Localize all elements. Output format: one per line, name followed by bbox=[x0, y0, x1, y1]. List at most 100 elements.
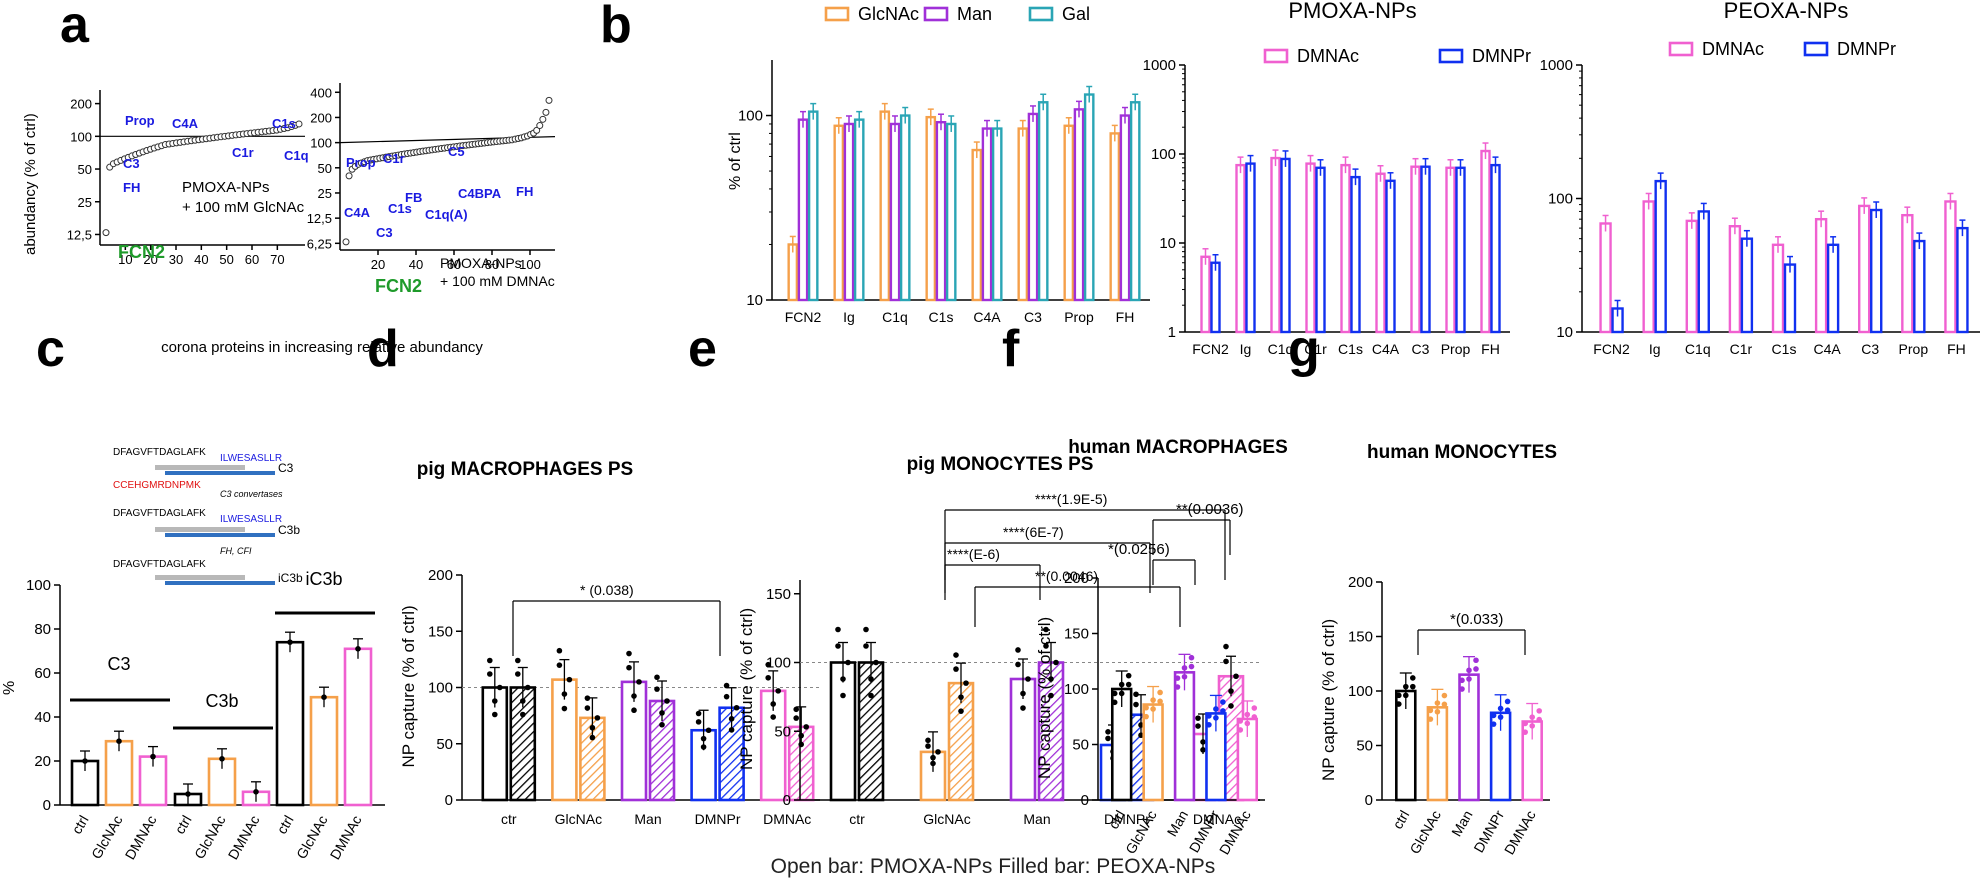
tick-label: 150 bbox=[428, 623, 453, 640]
data-point bbox=[1522, 729, 1528, 735]
data-point bbox=[1403, 692, 1409, 699]
data-point bbox=[863, 626, 869, 633]
data-point bbox=[930, 760, 936, 767]
data-point bbox=[835, 626, 841, 633]
data-point bbox=[1111, 699, 1118, 706]
bar bbox=[1027, 112, 1039, 302]
tick-label: 150 bbox=[1064, 626, 1089, 643]
protein-label: FCN2 bbox=[375, 276, 422, 296]
data-point bbox=[868, 692, 874, 699]
schematic-text: ILWESASLLR bbox=[220, 453, 282, 464]
panel-letter-c: c bbox=[36, 320, 65, 378]
panel-letter-f: f bbox=[1002, 320, 1020, 378]
protein-label: FH bbox=[516, 184, 533, 199]
bar bbox=[1944, 200, 1957, 334]
data-point bbox=[1473, 657, 1479, 664]
data-point bbox=[82, 758, 88, 764]
bar bbox=[1245, 162, 1256, 334]
data-point bbox=[487, 671, 493, 677]
data-point bbox=[793, 706, 799, 713]
tick-label: 50 bbox=[219, 252, 233, 267]
tick-label: ctrl bbox=[68, 813, 91, 837]
bar bbox=[1826, 243, 1840, 334]
tick-label: 200 bbox=[428, 567, 453, 584]
tick-label: 80 bbox=[485, 257, 499, 272]
tick-label: 0 bbox=[783, 792, 791, 809]
data-point bbox=[765, 674, 771, 681]
data-point bbox=[492, 711, 498, 718]
schematic-bar bbox=[155, 465, 245, 470]
data-point bbox=[1427, 707, 1434, 714]
tick-label: 100 bbox=[1348, 683, 1373, 700]
data-point bbox=[589, 724, 596, 731]
bar bbox=[1235, 163, 1246, 334]
data-point bbox=[728, 727, 735, 733]
bar bbox=[1814, 217, 1828, 334]
bar bbox=[1490, 163, 1501, 334]
data-point bbox=[1237, 718, 1244, 724]
data-point bbox=[1410, 683, 1416, 690]
data-point bbox=[793, 715, 799, 721]
tick-label: 50 bbox=[78, 162, 92, 177]
data-point bbox=[1181, 673, 1188, 680]
tick-label: DMNAc bbox=[1501, 808, 1539, 858]
tick-label: 1000 bbox=[1540, 57, 1573, 74]
bar bbox=[899, 114, 911, 302]
data-point bbox=[1150, 706, 1156, 712]
data-point bbox=[515, 657, 521, 664]
bar bbox=[1109, 132, 1121, 302]
bar bbox=[1870, 208, 1883, 334]
data-point bbox=[1048, 692, 1054, 699]
tick-label: 10 bbox=[1556, 324, 1573, 341]
panel-letter-b: b bbox=[600, 0, 632, 54]
schematic-bar bbox=[155, 575, 245, 580]
bar bbox=[1858, 204, 1871, 334]
annotation: PMOXA-NPs bbox=[440, 255, 522, 271]
data-point bbox=[1441, 692, 1448, 699]
group-label: C3 bbox=[107, 654, 130, 674]
y-axis-label: NP capture (% of ctrl) bbox=[1319, 619, 1338, 781]
y-axis-label: NP capture (% of ctrl) bbox=[1035, 617, 1054, 779]
data-point bbox=[1181, 665, 1188, 671]
tick-label: 40 bbox=[34, 709, 51, 726]
tick-label: 80 bbox=[34, 621, 51, 638]
data-point bbox=[695, 710, 702, 717]
tick-label: FCN2 bbox=[1593, 341, 1630, 357]
footer-caption: Open bar: PMOXA-NPs Filled bar: PEOXA-NP… bbox=[770, 855, 1216, 878]
tick-label: C4A bbox=[1372, 341, 1400, 357]
legend-label: DMNPr bbox=[1472, 46, 1531, 66]
tick-label: Prop bbox=[1899, 341, 1929, 357]
tick-label: 10 bbox=[118, 252, 132, 267]
data-point bbox=[566, 676, 573, 683]
data-point bbox=[1053, 659, 1059, 666]
data-point bbox=[1410, 675, 1416, 681]
data-point bbox=[1536, 708, 1542, 714]
data-point bbox=[835, 643, 841, 649]
data-point bbox=[589, 734, 596, 741]
data-point bbox=[525, 684, 531, 691]
data-point bbox=[1529, 714, 1535, 720]
bar bbox=[1017, 127, 1029, 302]
bar bbox=[309, 695, 339, 807]
data-point bbox=[253, 789, 259, 795]
data-point bbox=[728, 716, 735, 722]
data-point bbox=[321, 694, 327, 700]
data-point bbox=[1213, 715, 1219, 721]
legend-label: Man bbox=[957, 4, 992, 24]
schematic-text: C3 convertases bbox=[220, 489, 283, 499]
data-point bbox=[626, 650, 632, 657]
significance-label: ****(6E-7) bbox=[1003, 524, 1064, 540]
data-point bbox=[520, 711, 526, 718]
tick-label: 150 bbox=[766, 586, 791, 603]
protein-label: C4BPA bbox=[458, 186, 502, 201]
data-point bbox=[1020, 705, 1026, 711]
legend-label: DMNAc bbox=[1297, 46, 1359, 66]
bar bbox=[1210, 261, 1221, 334]
tick-label: Ig bbox=[843, 309, 855, 325]
significance-label: **(0.0036) bbox=[1176, 501, 1244, 518]
tick-label: Prop bbox=[1064, 309, 1094, 325]
data-point bbox=[1015, 661, 1021, 668]
data-point bbox=[219, 756, 225, 762]
data-point bbox=[631, 707, 637, 714]
group-label: C3b bbox=[205, 691, 238, 711]
